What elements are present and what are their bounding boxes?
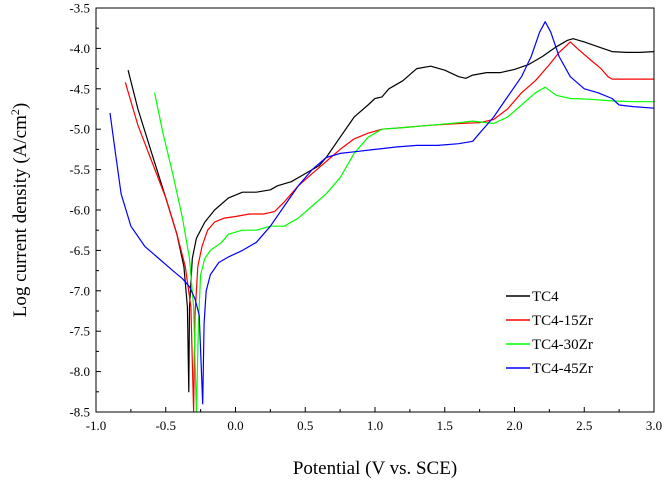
y-axis-title-superscript: 2 xyxy=(8,109,22,115)
y-tick-label: -5.5 xyxy=(69,162,90,177)
series-line-tc4-45zr xyxy=(109,21,654,405)
y-axis-title-close: ) xyxy=(10,103,31,109)
series-line-tc4-30zr xyxy=(154,86,654,412)
y-tick-label: -8.5 xyxy=(69,405,90,420)
axis-ticks: -1.0 -0.5 0.0 0.5 1.0 1.5 2.0 2.5 3.0 -3.5 -4.0 -4.… xyxy=(69,1,662,434)
y-tick-label: -4.5 xyxy=(69,81,90,96)
y-tick-label: -3.5 xyxy=(69,1,90,16)
y-axis-title: Log current density (A/cm2) xyxy=(8,103,31,317)
x-tick-label: 2.0 xyxy=(506,418,522,433)
y-tick-label: -8.0 xyxy=(69,364,90,379)
legend-label: TC4-30Zr xyxy=(532,337,593,353)
x-tick-label: -1.0 xyxy=(86,418,107,433)
x-tick-label: 1.5 xyxy=(437,418,453,433)
legend-label: TC4-15Zr xyxy=(532,313,593,329)
x-axis-title: Potential (V vs. SCE) xyxy=(293,458,457,479)
legend-item: TC4-30Zr xyxy=(506,337,593,353)
x-tick-label: 0.5 xyxy=(297,418,313,433)
legend: TC4 TC4-15Zr TC4-30Zr TC4-45Zr xyxy=(506,289,593,377)
series-layer xyxy=(109,21,654,412)
x-tick-label: 1.0 xyxy=(367,418,383,433)
y-tick-label: -7.0 xyxy=(69,283,90,298)
y-tick-label: -7.5 xyxy=(69,324,90,339)
legend-item: TC4-45Zr xyxy=(506,361,593,377)
legend-label: TC4 xyxy=(532,289,559,305)
x-tick-label: -0.5 xyxy=(155,418,176,433)
legend-item: TC4 xyxy=(506,289,559,305)
x-tick-label: 0.0 xyxy=(227,418,243,433)
legend-item: TC4-15Zr xyxy=(506,313,593,329)
y-tick-label: -4.0 xyxy=(69,41,90,56)
y-tick-label: -6.0 xyxy=(69,203,90,218)
y-tick-label: -5.0 xyxy=(69,122,90,137)
y-tick-label: -6.5 xyxy=(69,243,90,258)
y-axis-title-main: Log current density (A/cm xyxy=(10,115,31,317)
legend-label: TC4-45Zr xyxy=(532,361,593,377)
series-line-tc4-15zr xyxy=(124,41,654,412)
x-tick-label: 2.5 xyxy=(576,418,592,433)
x-tick-label: 3.0 xyxy=(646,418,662,433)
